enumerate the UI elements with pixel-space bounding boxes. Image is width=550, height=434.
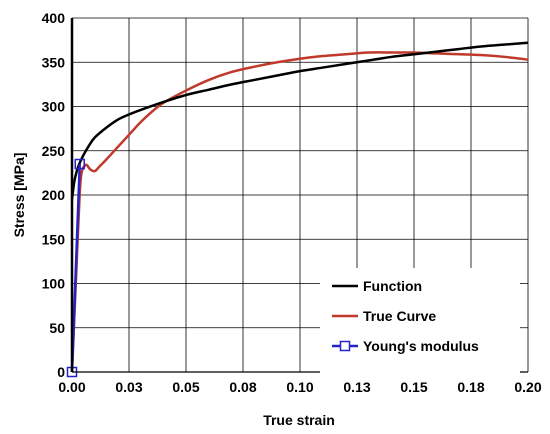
y-tick-label: 150 (42, 231, 66, 247)
series-layer (66, 41, 529, 378)
x-tick-label: 0.03 (115, 379, 142, 395)
y-tick-label: 50 (49, 320, 65, 336)
x-tick-label: 0.18 (457, 379, 484, 395)
legend-label-function: Function (363, 278, 422, 294)
y-tick-label: 250 (42, 143, 66, 159)
x-tick-label: 0.13 (343, 379, 370, 395)
x-axis-title: True strain (263, 412, 335, 428)
y-axis-title: Stress [MPa] (11, 153, 27, 238)
x-tick-label: 0.15 (400, 379, 427, 395)
x-tick-label: 0.00 (58, 379, 85, 395)
y-tick-labels: 0 50 100 150 200 250 300 350 400 (42, 10, 66, 380)
legend: Function True Curve Young's modulus (320, 268, 520, 374)
y-tick-label: 350 (42, 54, 66, 70)
legend-label-true-curve: True Curve (363, 308, 436, 324)
x-tick-label: 0.10 (286, 379, 313, 395)
y-tick-label: 100 (42, 276, 66, 292)
young-s-modulus-line (70, 163, 82, 373)
true-curve-line (70, 51, 529, 373)
x-tick-label: 0.20 (514, 379, 541, 395)
legend-marker-young-s-modulus (339, 340, 351, 352)
x-tick-label: 0.08 (229, 379, 256, 395)
y-tick-label: 0 (57, 364, 65, 380)
y-tick-label: 200 (42, 187, 66, 203)
x-tick-labels: 0.00 0.03 0.05 0.08 0.10 0.13 0.15 0.18 0.20 (58, 379, 541, 395)
legend-items: Function True Curve Young's modulus (332, 278, 479, 354)
x-tick-label: 0.05 (172, 379, 199, 395)
legend-label-young-s-modulus: Young's modulus (363, 338, 479, 354)
function-line (70, 41, 529, 200)
y-tick-label: 400 (42, 10, 66, 26)
young-s-modulus-marker (74, 158, 86, 170)
y-tick-label: 300 (42, 99, 66, 115)
